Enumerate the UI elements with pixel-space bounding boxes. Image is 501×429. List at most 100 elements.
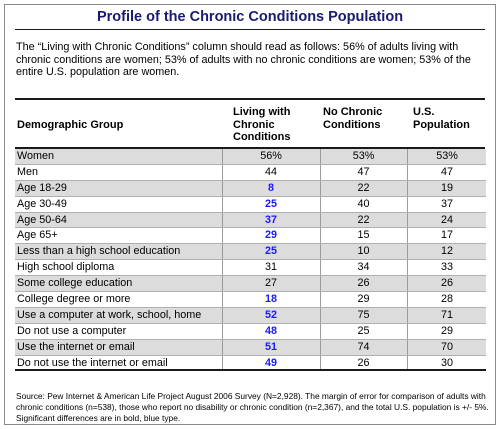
no-chronic-cell: 29 bbox=[357, 293, 370, 306]
us-population-cell: 53% bbox=[436, 150, 458, 162]
column-separator bbox=[407, 212, 408, 228]
table-row: Age 65+ 29 15 17 bbox=[15, 228, 486, 245]
us-population-cell: 33 bbox=[440, 261, 453, 274]
no-chronic-cell: 15 bbox=[357, 229, 370, 242]
column-separator bbox=[407, 180, 408, 196]
living-with-chronic-cell: 29 bbox=[264, 229, 277, 242]
table-row: Use the internet or email 51 74 70 bbox=[15, 339, 486, 356]
demographic-group-cell: Use the internet or email bbox=[17, 340, 135, 353]
column-separator bbox=[407, 244, 408, 260]
header-bottom-rule bbox=[15, 147, 485, 149]
living-with-chronic-cell: 25 bbox=[264, 245, 277, 258]
column-separator bbox=[222, 355, 223, 370]
column-separator bbox=[407, 323, 408, 339]
no-chronic-cell: 47 bbox=[357, 165, 370, 178]
us-population-cell: 71 bbox=[440, 308, 453, 321]
table-row: Age 18-29 8 22 19 bbox=[15, 180, 486, 197]
no-chronic-cell: 40 bbox=[357, 197, 370, 210]
column-separator bbox=[222, 228, 223, 244]
column-separator bbox=[222, 164, 223, 180]
living-with-chronic-cell: 31 bbox=[264, 261, 277, 274]
living-with-chronic-cell: 49 bbox=[264, 356, 277, 369]
demographic-group-cell: Age 65+ bbox=[17, 229, 58, 242]
column-separator bbox=[407, 149, 408, 164]
column-separator bbox=[407, 307, 408, 323]
column-separator bbox=[222, 180, 223, 196]
column-separator bbox=[407, 164, 408, 180]
column-separator bbox=[320, 149, 321, 164]
us-population-cell: 26 bbox=[440, 277, 453, 290]
no-chronic-cell: 26 bbox=[357, 356, 370, 369]
no-chronic-cell: 75 bbox=[357, 308, 370, 321]
demographic-group-cell: Men bbox=[17, 165, 39, 178]
us-population-cell: 70 bbox=[440, 340, 453, 353]
demographic-group-cell: Do not use a computer bbox=[17, 324, 127, 337]
column-separator bbox=[320, 260, 321, 276]
table-row: Do not use a computer 48 25 29 bbox=[15, 323, 486, 340]
living-with-chronic-cell: 51 bbox=[264, 340, 277, 353]
us-population-cell: 19 bbox=[440, 181, 453, 194]
column-separator bbox=[320, 292, 321, 307]
header-top-rule bbox=[15, 98, 485, 100]
demographic-group-cell: Use a computer at work, school, home bbox=[17, 308, 202, 321]
us-population-cell: 28 bbox=[440, 293, 453, 306]
source-note: Source: Pew Internet & American Life Pro… bbox=[16, 391, 489, 423]
column-separator bbox=[222, 212, 223, 228]
table-note: The “Living with Chronic Conditions” col… bbox=[16, 41, 471, 78]
column-separator bbox=[320, 307, 321, 323]
column-separator bbox=[407, 260, 408, 276]
demographic-group-cell: Less than a high school education bbox=[17, 245, 181, 258]
no-chronic-cell: 74 bbox=[357, 340, 370, 353]
us-population-cell: 37 bbox=[440, 197, 453, 210]
us-population-cell: 12 bbox=[440, 245, 453, 258]
column-separator bbox=[320, 228, 321, 244]
us-population-cell: 29 bbox=[440, 324, 453, 337]
column-separator bbox=[320, 276, 321, 292]
table-row: Less than a high school education 25 10 12 bbox=[15, 244, 486, 261]
no-chronic-cell: 22 bbox=[357, 213, 370, 226]
us-population-cell: 17 bbox=[440, 229, 453, 242]
demographic-group-cell: Age 50-64 bbox=[17, 213, 67, 226]
column-separator bbox=[222, 292, 223, 307]
demographic-group-cell: Some college education bbox=[17, 277, 133, 290]
table-row: Age 30-49 25 40 37 bbox=[15, 196, 486, 213]
living-with-chronic-cell: 56% bbox=[260, 150, 282, 162]
column-separator bbox=[320, 339, 321, 355]
table-row: College degree or more 18 29 28 bbox=[15, 292, 486, 308]
column-separator bbox=[320, 180, 321, 196]
column-separator bbox=[222, 339, 223, 355]
column-separator bbox=[407, 228, 408, 244]
demographic-group-cell: College degree or more bbox=[17, 293, 131, 306]
table-row: Age 50-64 37 22 24 bbox=[15, 212, 486, 229]
table-row: Do not use the internet or email 49 26 30 bbox=[15, 355, 486, 372]
column-separator bbox=[320, 212, 321, 228]
no-chronic-cell: 34 bbox=[357, 261, 370, 274]
table-row: Some college education 27 26 26 bbox=[15, 276, 486, 293]
column-separator bbox=[222, 149, 223, 164]
table-row: Use a computer at work, school, home 52 75… bbox=[15, 307, 486, 324]
header-living-with-chronic: Living with Chronic Conditions bbox=[233, 106, 291, 143]
living-with-chronic-cell: 8 bbox=[267, 181, 274, 194]
column-separator bbox=[320, 196, 321, 212]
living-with-chronic-cell: 48 bbox=[264, 324, 277, 337]
column-separator bbox=[320, 323, 321, 339]
column-separator bbox=[407, 339, 408, 355]
column-separator bbox=[222, 196, 223, 212]
living-with-chronic-cell: 37 bbox=[264, 213, 277, 226]
table-row: Men 44 47 47 bbox=[15, 164, 486, 181]
demographic-group-cell: High school diploma bbox=[17, 261, 115, 274]
demographic-group-cell: Age 18-29 bbox=[17, 181, 67, 194]
column-separator bbox=[320, 244, 321, 260]
no-chronic-cell: 25 bbox=[357, 324, 370, 337]
title-divider bbox=[15, 29, 485, 30]
living-with-chronic-cell: 18 bbox=[264, 293, 277, 306]
table-row: Women 56% 53% 53% bbox=[15, 149, 486, 165]
column-separator bbox=[320, 355, 321, 370]
column-separator bbox=[407, 276, 408, 292]
table-frame: Profile of the Chronic Conditions Popula… bbox=[4, 4, 496, 425]
demographic-group-cell: Women bbox=[17, 150, 55, 162]
living-with-chronic-cell: 52 bbox=[264, 308, 277, 321]
demographic-group-cell: Do not use the internet or email bbox=[17, 356, 168, 369]
living-with-chronic-cell: 44 bbox=[264, 165, 277, 178]
column-separator bbox=[407, 196, 408, 212]
